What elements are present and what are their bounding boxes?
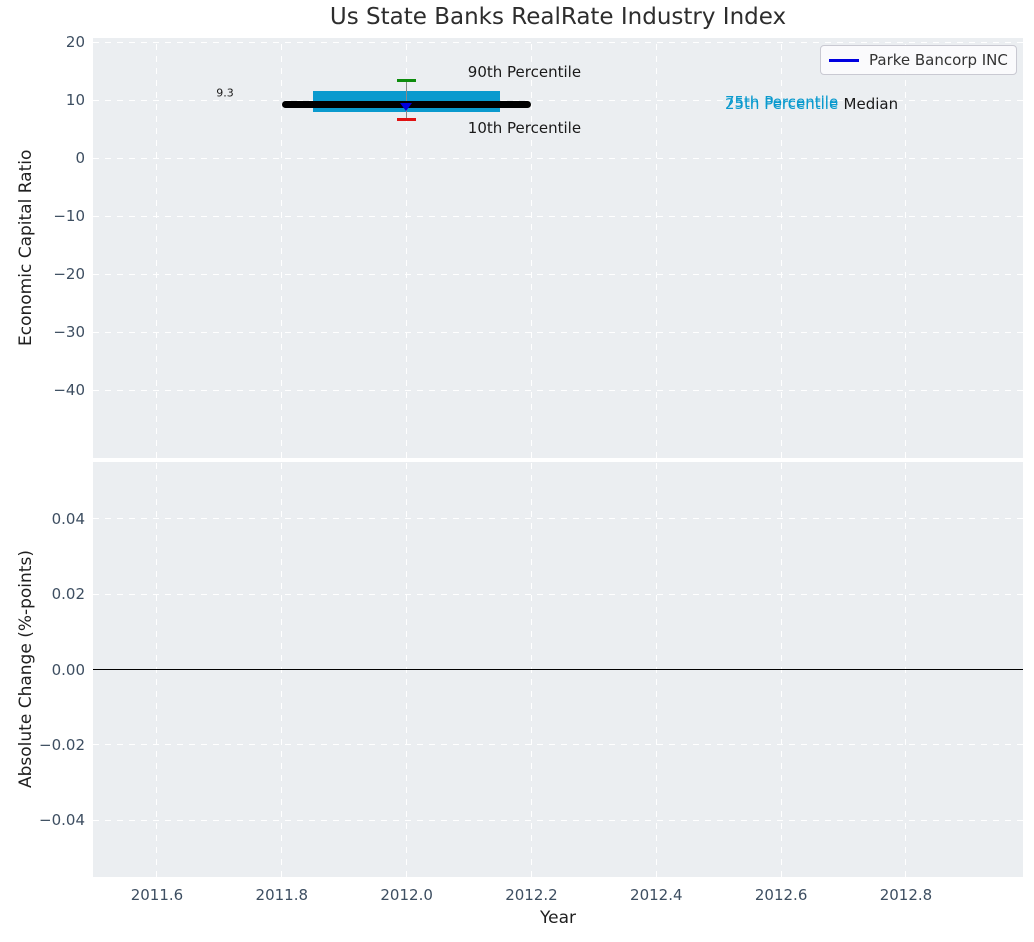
y-gridline xyxy=(93,593,1023,595)
y-gridline xyxy=(93,157,1023,159)
p10-annotation: 10th Percentile xyxy=(467,119,582,138)
y-gridline xyxy=(93,215,1023,217)
y-tick-label: 0 xyxy=(75,149,85,168)
y-tick-label: 0.04 xyxy=(51,509,85,528)
p25-annotation: 25th Percentile xyxy=(724,94,839,113)
company-marker xyxy=(400,103,413,112)
y-tick-label: −20 xyxy=(53,265,85,284)
x-tick-label: 2012.8 xyxy=(879,886,933,904)
p75-annotation: 75th Percentile xyxy=(724,92,839,111)
x-gridline xyxy=(780,38,782,458)
x-tick-label: 2012.2 xyxy=(505,886,558,904)
x-axis-label: Year xyxy=(540,908,576,928)
legend-line-swatch xyxy=(829,58,859,62)
y-gridline xyxy=(93,331,1023,333)
p90-cap xyxy=(397,78,416,82)
x-gridline xyxy=(655,38,657,458)
median-label-annotation: Median xyxy=(843,94,899,113)
y-gridline xyxy=(93,744,1023,746)
legend-label: Parke Bancorp INC xyxy=(869,51,1008,69)
x-gridline xyxy=(406,38,408,458)
median-value-annotation: 9.3 xyxy=(216,86,234,100)
x-tick-label: 2012.4 xyxy=(630,886,683,904)
legend: Parke Bancorp INC xyxy=(820,45,1017,75)
chart-title: Us State Banks RealRate Industry Index xyxy=(329,4,787,30)
x-tick-label: 2011.8 xyxy=(255,886,309,904)
p90-annotation: 90th Percentile xyxy=(467,62,582,81)
x-tick-label: 2011.6 xyxy=(130,886,184,904)
y-gridline xyxy=(93,41,1023,43)
whisker-line xyxy=(405,80,408,120)
x-tick-label: 2012.6 xyxy=(754,886,808,904)
y-gridline xyxy=(93,819,1023,821)
x-gridline xyxy=(905,38,907,458)
x-gridline xyxy=(530,38,532,458)
y-gridline xyxy=(93,273,1023,275)
zero-line xyxy=(93,668,1023,671)
y-tick-label: 20 xyxy=(65,33,85,52)
p10-cap xyxy=(397,117,416,121)
y-tick-label: 0.00 xyxy=(51,660,85,679)
y-tick-label: 10 xyxy=(65,91,85,110)
y-gridline xyxy=(93,99,1023,101)
y-gridline xyxy=(93,389,1023,391)
y-tick-label: 0.02 xyxy=(51,585,85,604)
y-tick-label: −0.02 xyxy=(39,735,85,754)
y-tick-label: −10 xyxy=(53,207,85,226)
y-tick-label: −30 xyxy=(53,323,85,342)
y-tick-label: −40 xyxy=(53,381,85,400)
x-gridline xyxy=(156,38,158,458)
x-gridline xyxy=(281,38,283,458)
y-tick-label: −0.04 xyxy=(39,811,85,830)
top-plot-area xyxy=(93,38,1023,458)
bottom-plot-area xyxy=(93,462,1023,877)
x-tick-label: 2012.0 xyxy=(380,886,433,904)
y-gridline xyxy=(93,518,1023,520)
